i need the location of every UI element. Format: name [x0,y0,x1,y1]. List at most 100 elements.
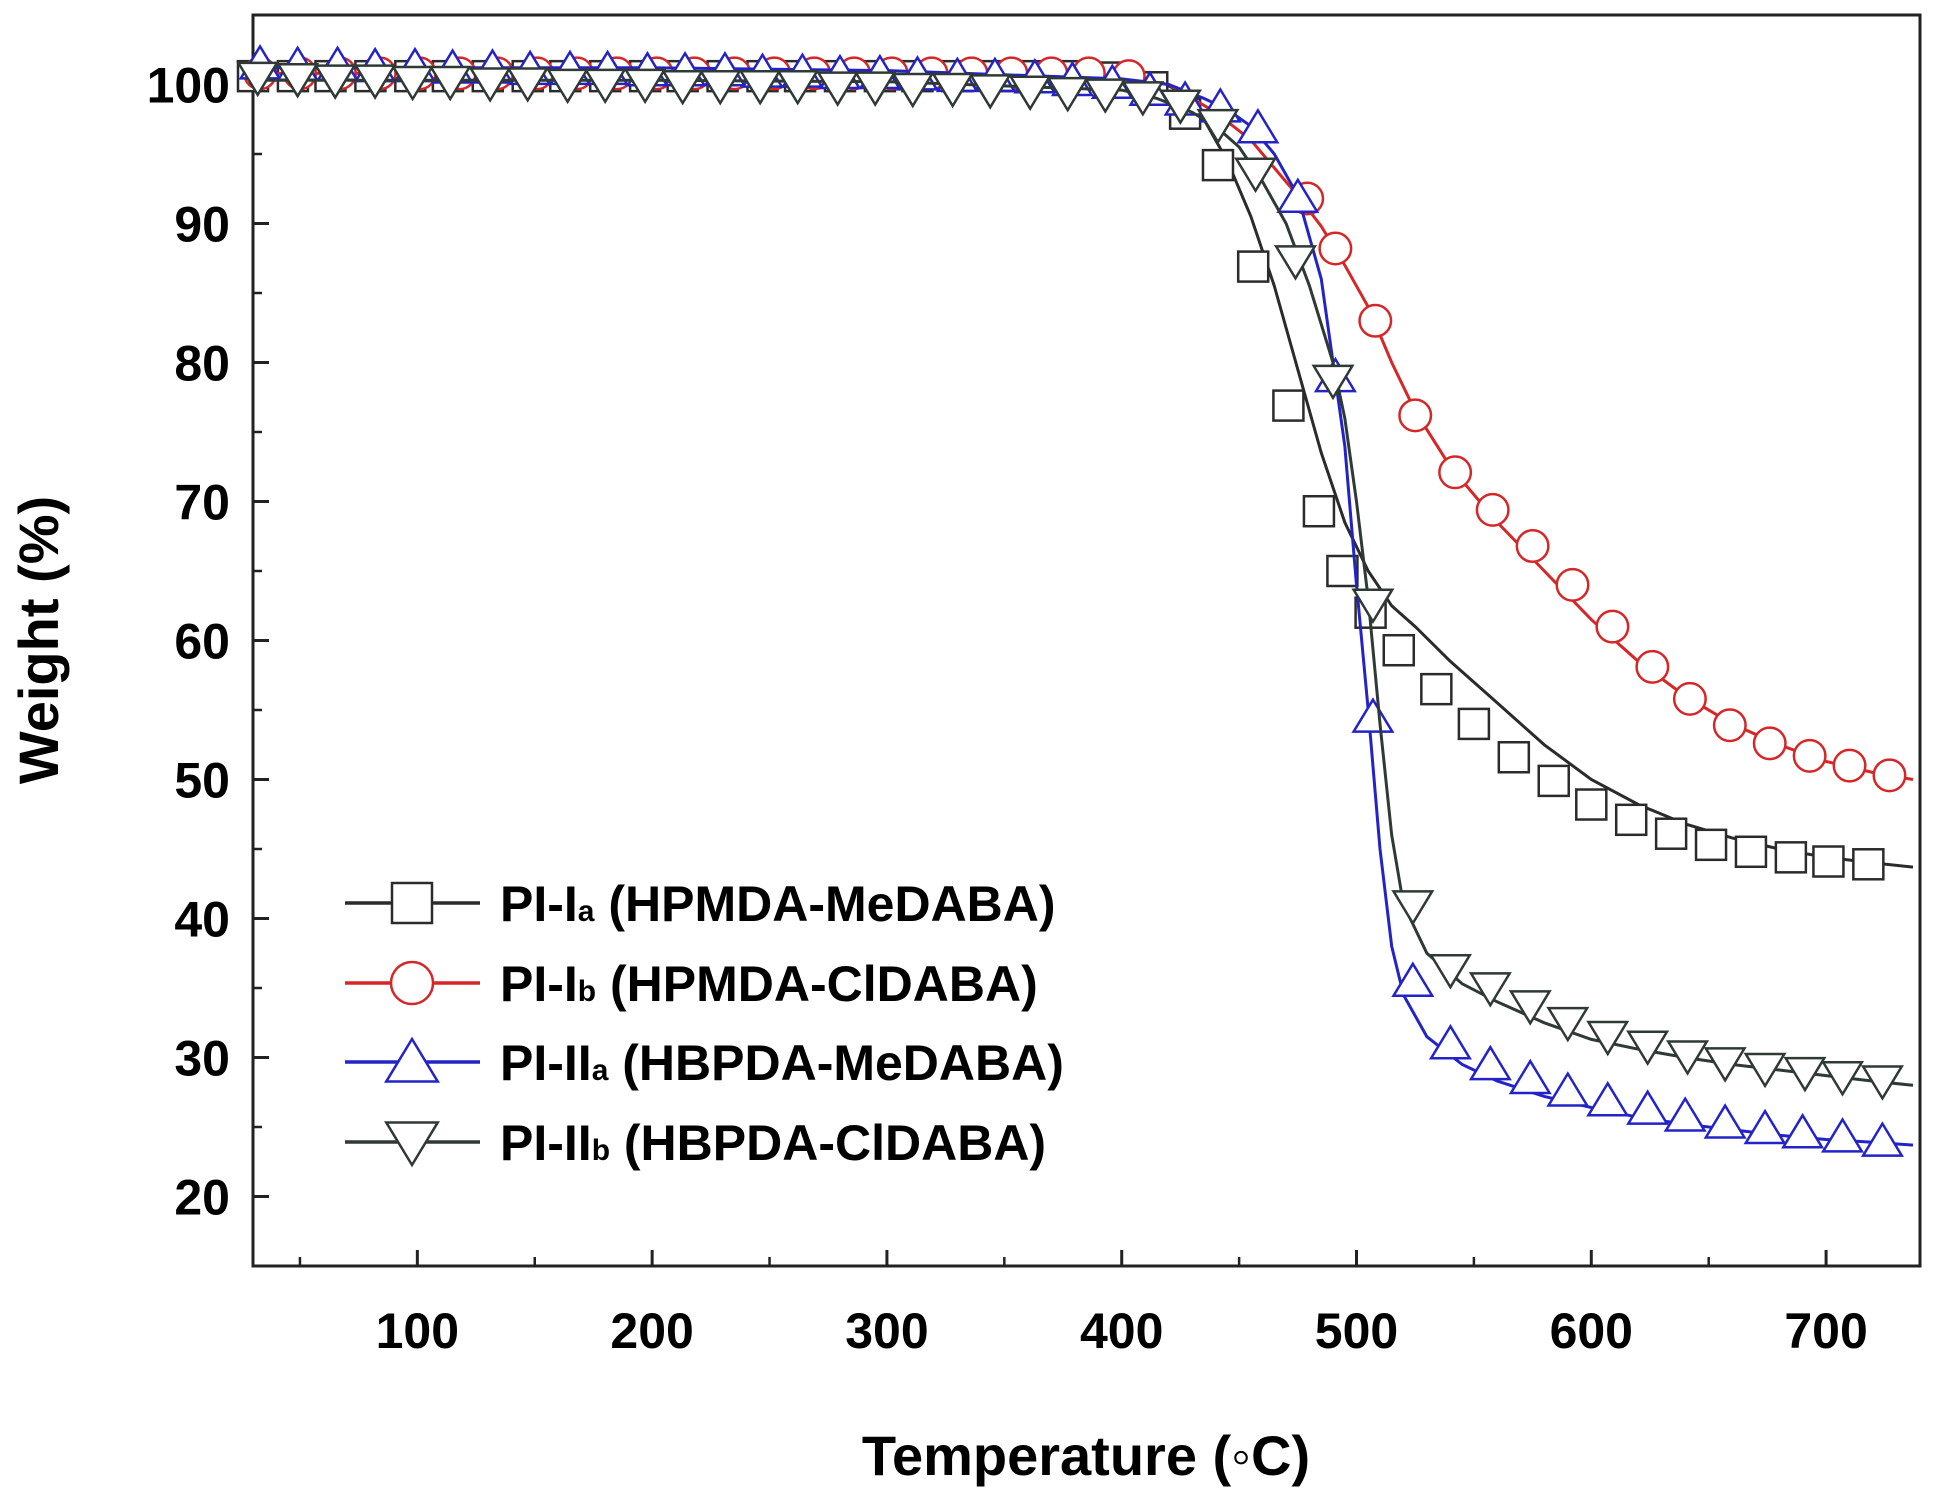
data-point [546,68,590,105]
data-point [698,69,742,106]
data-point [1743,1052,1787,1089]
data-point [1586,1080,1630,1117]
x-tick-label: 100 [376,1303,459,1359]
data-point [1783,1056,1827,1093]
data-point [1302,494,1336,528]
data-point [1515,528,1550,563]
data-point [891,72,935,109]
x-tick-label: 500 [1315,1303,1398,1359]
legend-marker [384,1121,440,1168]
data-point [353,64,397,100]
data-point [738,69,782,106]
legend-label: PI-Ia (HPMDA-MeDABA) [500,876,1056,932]
data-point [1438,455,1473,490]
data-point [1391,890,1435,926]
data-point [1398,398,1433,433]
data-point [276,63,320,99]
data-point [1508,1058,1552,1095]
x-tick-label: 300 [845,1303,928,1359]
data-point [661,69,705,106]
data-point [1820,1117,1865,1153]
data-point [428,65,472,102]
data-point [391,65,435,102]
series-3 [236,61,1914,1101]
y-tick-label: 80 [174,336,230,392]
legend-label: PI-Ib (HPMDA-ClDABA) [500,956,1038,1012]
series-0 [236,59,1914,881]
data-point [1575,788,1608,821]
data-point [1358,303,1393,338]
data-point [1201,148,1235,182]
x-tick-label: 700 [1784,1303,1867,1359]
x-tick-label: 400 [1080,1303,1163,1359]
x-axis-title: Temperature (◦C) [862,1424,1310,1487]
data-point [1351,588,1395,625]
data-point [236,61,280,98]
data-point [1276,177,1320,214]
data-point [1428,954,1472,990]
data-point [1546,1071,1590,1107]
data-point [1508,990,1552,1026]
data-point [1860,1065,1904,1101]
data-point [1083,78,1127,114]
data-point [1428,1023,1472,1060]
data-point [1852,848,1885,881]
series-line [253,78,1914,1087]
y-tick-label: 70 [174,475,230,531]
data-point [1537,764,1570,798]
data-point [1121,81,1165,117]
legend: PI-Ia (HPMDA-MeDABA) PI-Ib (HPMDA-ClDABA)… [345,876,1064,1171]
data-point [1008,75,1052,112]
data-point [1635,649,1670,684]
series-line [253,74,1914,869]
data-point [1832,748,1867,783]
data-point [1273,245,1317,281]
y-tick-label: 50 [174,753,230,809]
legend-marker [384,1036,440,1083]
data-point [1781,1112,1825,1149]
data-point [1703,1103,1747,1139]
data-point [1497,741,1531,774]
data-point [1351,697,1395,733]
data-point [968,74,1012,110]
data-point [931,72,975,109]
data-point [1272,389,1305,422]
y-tick-label: 40 [174,892,230,948]
data-point [1158,89,1202,126]
series-2 [238,43,1914,1157]
data-point [1586,1020,1630,1057]
data-point [1468,1044,1512,1081]
data-point [1234,157,1278,194]
data-point [1236,250,1270,283]
data-point [1614,803,1648,837]
data-point [853,71,897,107]
data-point [1752,726,1787,761]
data-point [1236,107,1280,144]
data-point [468,67,512,103]
y-tick-label: 60 [174,614,230,670]
data-point [1703,1047,1747,1083]
y-tick-label: 90 [174,197,230,253]
data-point [1860,1121,1904,1157]
data-point [1792,738,1827,773]
data-point [1812,845,1845,878]
y-tick-label: 30 [174,1031,230,1087]
data-point [1626,1089,1670,1125]
legend-marker [389,960,435,1006]
legend-label: PI-IIb (HBPDA-ClDABA) [500,1115,1046,1171]
data-point [583,68,627,105]
data-point [1626,1030,1670,1067]
data-point [1196,108,1240,145]
data-point [1820,1061,1865,1097]
data-point [1654,817,1688,850]
data-point [1694,828,1728,862]
data-point [1555,567,1590,602]
data-point [1712,708,1747,743]
legend-marker [390,881,434,925]
data-point [1326,554,1359,588]
y-axis-ticks: 20 30 40 50 60 70 80 90 100 [147,13,269,1268]
data-point [1382,633,1416,667]
data-point [1595,609,1630,644]
data-point [1743,1108,1787,1145]
